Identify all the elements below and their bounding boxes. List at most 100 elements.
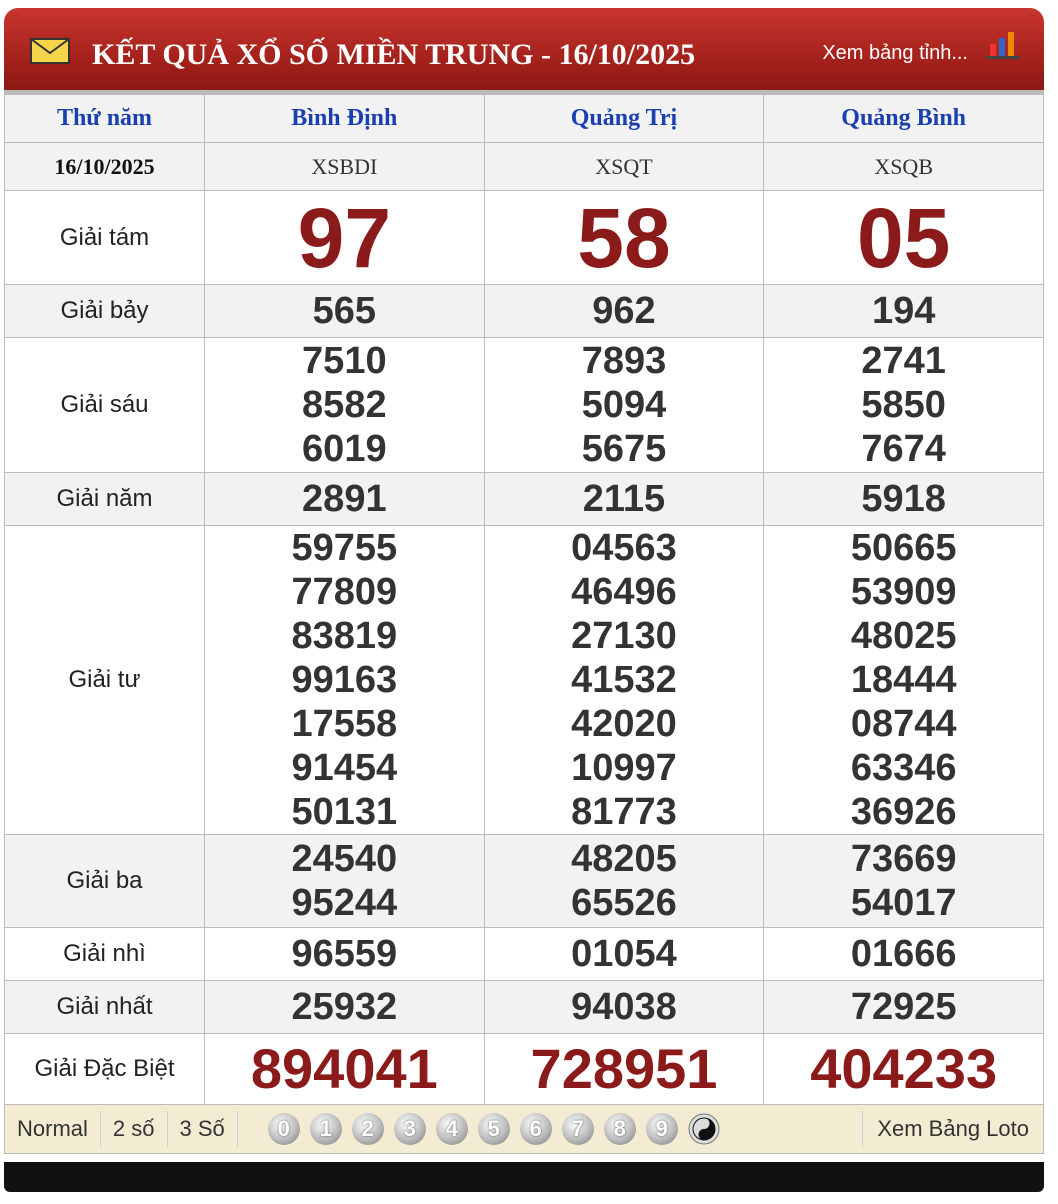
prize-cell: 25932: [204, 980, 485, 1034]
prize-number: 18444: [850, 659, 957, 701]
digit-ball[interactable]: 5: [477, 1113, 510, 1145]
header: KẾT QUẢ XỔ SỐ MIỀN TRUNG - 16/10/2025 Xe…: [4, 8, 1044, 94]
prize-number: 73669: [850, 838, 957, 880]
prize-label: Giải Đặc Biệt: [4, 1033, 205, 1105]
digit-ball[interactable]: 6: [519, 1113, 552, 1145]
mode-button[interactable]: 3 Số: [168, 1111, 238, 1147]
prize-number: 72925: [850, 986, 957, 1028]
prize-number: 17558: [291, 703, 398, 745]
prize-cell: 2741 5850 7674: [763, 337, 1044, 473]
prize-number: 58: [577, 190, 671, 285]
prize-number: 5094: [581, 384, 667, 426]
province-link[interactable]: Xem bảng tỉnh...: [822, 42, 968, 64]
digit-ball[interactable]: 2: [351, 1113, 384, 1145]
prize-number: 01666: [850, 933, 957, 975]
prize-number: 25932: [291, 986, 398, 1028]
prize-row: Giải ba 24540 95244 48205 65526 73669 54017: [4, 834, 1044, 928]
prize-cell: 5918: [763, 472, 1044, 526]
prize-number: 5850: [861, 384, 946, 426]
prize-number: 2115: [582, 478, 666, 520]
prize-number: 27130: [571, 615, 677, 657]
prize-number: 99163: [291, 659, 398, 701]
prize-number: 63346: [850, 747, 957, 789]
prize-cell: 05: [763, 190, 1044, 285]
province-name: Bình Định: [204, 94, 485, 143]
prize-number: 2741: [861, 340, 946, 382]
prize-number: 01054: [571, 933, 677, 975]
prize-cell: 01054: [483, 927, 765, 981]
prize-number: 77809: [291, 571, 398, 613]
prize-number: 46496: [571, 571, 677, 613]
digit-ball[interactable]: 7: [561, 1113, 594, 1145]
province-code: XSBDI: [204, 142, 485, 191]
prize-cell: 2115: [483, 472, 765, 526]
prize-cell: 7893 5094 5675: [483, 337, 765, 473]
loto-link[interactable]: Xem Bảng Loto: [862, 1111, 1043, 1147]
prize-number: 565: [312, 290, 377, 332]
prize-row: Giải nhất 25932 94038 72925: [4, 980, 1044, 1034]
prize-number: 04563: [571, 527, 677, 569]
prize-cell: 894041: [204, 1033, 485, 1105]
prize-cell: 24540 95244: [204, 834, 485, 928]
mode-button[interactable]: Normal: [5, 1111, 101, 1147]
prize-cell: 04563 46496 27130 41532 42020 10997 81773: [483, 525, 765, 835]
prize-row: Giải tư 59755 77809 83819 99163 17558 91454 501…: [4, 525, 1044, 835]
prize-label: Giải tư: [4, 525, 205, 835]
prize-cell: 728951: [483, 1033, 765, 1105]
prize-cell: 73669 54017: [763, 834, 1044, 928]
prize-number: 95244: [291, 882, 398, 924]
province-code: XSQT: [483, 142, 765, 191]
digit-ball[interactable]: 1: [309, 1113, 342, 1145]
prize-number: 894041: [250, 1037, 438, 1100]
prize-number: 7674: [861, 428, 946, 470]
prize-number: 5675: [581, 428, 667, 470]
prize-number: 59755: [291, 527, 398, 569]
prize-cell: 48205 65526: [483, 834, 765, 928]
prize-number: 05: [856, 190, 951, 285]
prize-number: 24540: [291, 838, 398, 880]
prize-number: 7510: [302, 340, 387, 382]
digit-ball[interactable]: 3: [393, 1113, 426, 1145]
province-name: Quảng Bình: [763, 94, 1044, 143]
prize-cell: 72925: [763, 980, 1044, 1034]
prize-cell: 194: [763, 284, 1044, 338]
prize-number: 962: [592, 290, 656, 332]
digit-ball[interactable]: 0: [267, 1113, 300, 1145]
prize-number: 5918: [861, 478, 946, 520]
digit-ball[interactable]: 9: [645, 1113, 678, 1145]
yin-yang-ball[interactable]: [688, 1113, 720, 1145]
prize-cell: 96559: [204, 927, 485, 981]
title: KẾT QUẢ XỔ SỐ MIỀN TRUNG - 16/10/2025: [92, 38, 696, 71]
prize-label: Giải nhất: [4, 980, 205, 1034]
chart-icon[interactable]: [984, 30, 1024, 60]
prize-number: 48025: [850, 615, 957, 657]
prize-label: Giải năm: [4, 472, 205, 526]
prize-number: 54017: [850, 882, 957, 924]
prize-row: Giải năm 2891 2115 5918: [4, 472, 1044, 526]
header-row: Thứ năm Bình Định Quảng Trị Quảng Bình: [4, 94, 1044, 143]
digit-ball[interactable]: 4: [435, 1113, 468, 1145]
prize-label: Giải bảy: [4, 284, 205, 338]
results-widget: KẾT QUẢ XỔ SỐ MIỀN TRUNG - 16/10/2025 Xe…: [4, 8, 1044, 1192]
prize-number: 7893: [581, 340, 667, 382]
date-row: 16/10/2025 XSBDI XSQT XSQB: [4, 142, 1044, 191]
prize-number: 404233: [810, 1037, 998, 1100]
prize-row: Giải tám 97 58 05: [4, 190, 1044, 285]
prize-number: 50665: [850, 527, 957, 569]
province-code: XSQB: [763, 142, 1044, 191]
prize-label: Giải sáu: [4, 337, 205, 473]
prize-number: 42020: [571, 703, 677, 745]
mode-button[interactable]: 2 số: [101, 1111, 168, 1147]
date: 16/10/2025: [4, 142, 205, 191]
prize-cell: 962: [483, 284, 765, 338]
prize-number: 194: [871, 290, 936, 332]
results-table: Thứ năm Bình Định Quảng Trị Quảng Bình 16/10…: [4, 94, 1044, 1105]
prize-number: 08744: [850, 703, 957, 745]
prize-number: 91454: [291, 747, 398, 789]
prize-cell: 2891: [204, 472, 485, 526]
prize-number: 81773: [571, 791, 677, 833]
prize-cell: 97: [204, 190, 485, 285]
digit-ball[interactable]: 8: [603, 1113, 636, 1145]
prize-number: 6019: [302, 428, 387, 470]
